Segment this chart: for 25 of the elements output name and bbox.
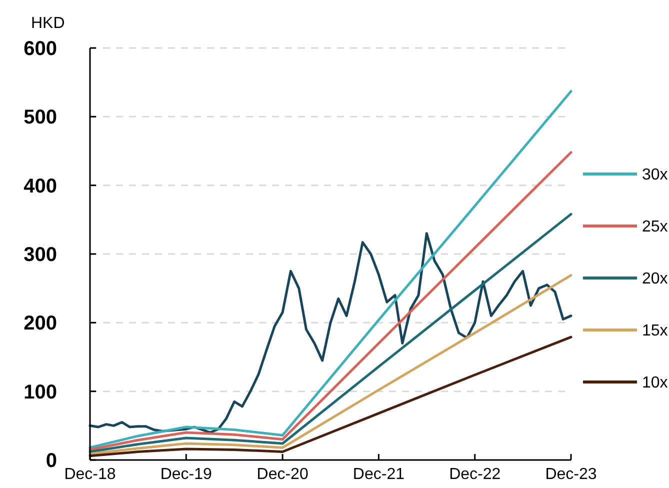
x-tick-label: Dec-20 xyxy=(256,466,308,483)
legend-label: 20x xyxy=(642,270,668,288)
line-series xyxy=(88,90,572,449)
line-series xyxy=(88,212,572,454)
line-series xyxy=(88,151,572,451)
line-series xyxy=(88,336,572,458)
legend-label: 15x xyxy=(642,322,668,340)
y-tick-label: 200 xyxy=(24,312,57,335)
y-tick-label: 600 xyxy=(24,38,57,60)
line-series xyxy=(88,274,572,456)
x-tick-label: Dec-19 xyxy=(160,466,212,483)
y-tick-label: 300 xyxy=(24,244,57,266)
x-tick-label: Dec-21 xyxy=(352,466,405,483)
x-tick-label: Dec-22 xyxy=(449,466,501,483)
x-tick-label: Dec-23 xyxy=(545,466,597,483)
legend-label: 10x xyxy=(642,374,668,392)
y-axis-title: HKD xyxy=(31,15,65,32)
y-tick-label: 100 xyxy=(24,381,57,404)
legend-label: 30x xyxy=(642,166,668,184)
y-tick-label: 400 xyxy=(24,175,57,198)
legend-label: 25x xyxy=(642,218,668,236)
y-tick-label: 0 xyxy=(46,450,57,472)
line-series xyxy=(88,232,572,434)
y-tick-label: 500 xyxy=(24,106,57,129)
x-tick-label: Dec-18 xyxy=(64,466,116,483)
